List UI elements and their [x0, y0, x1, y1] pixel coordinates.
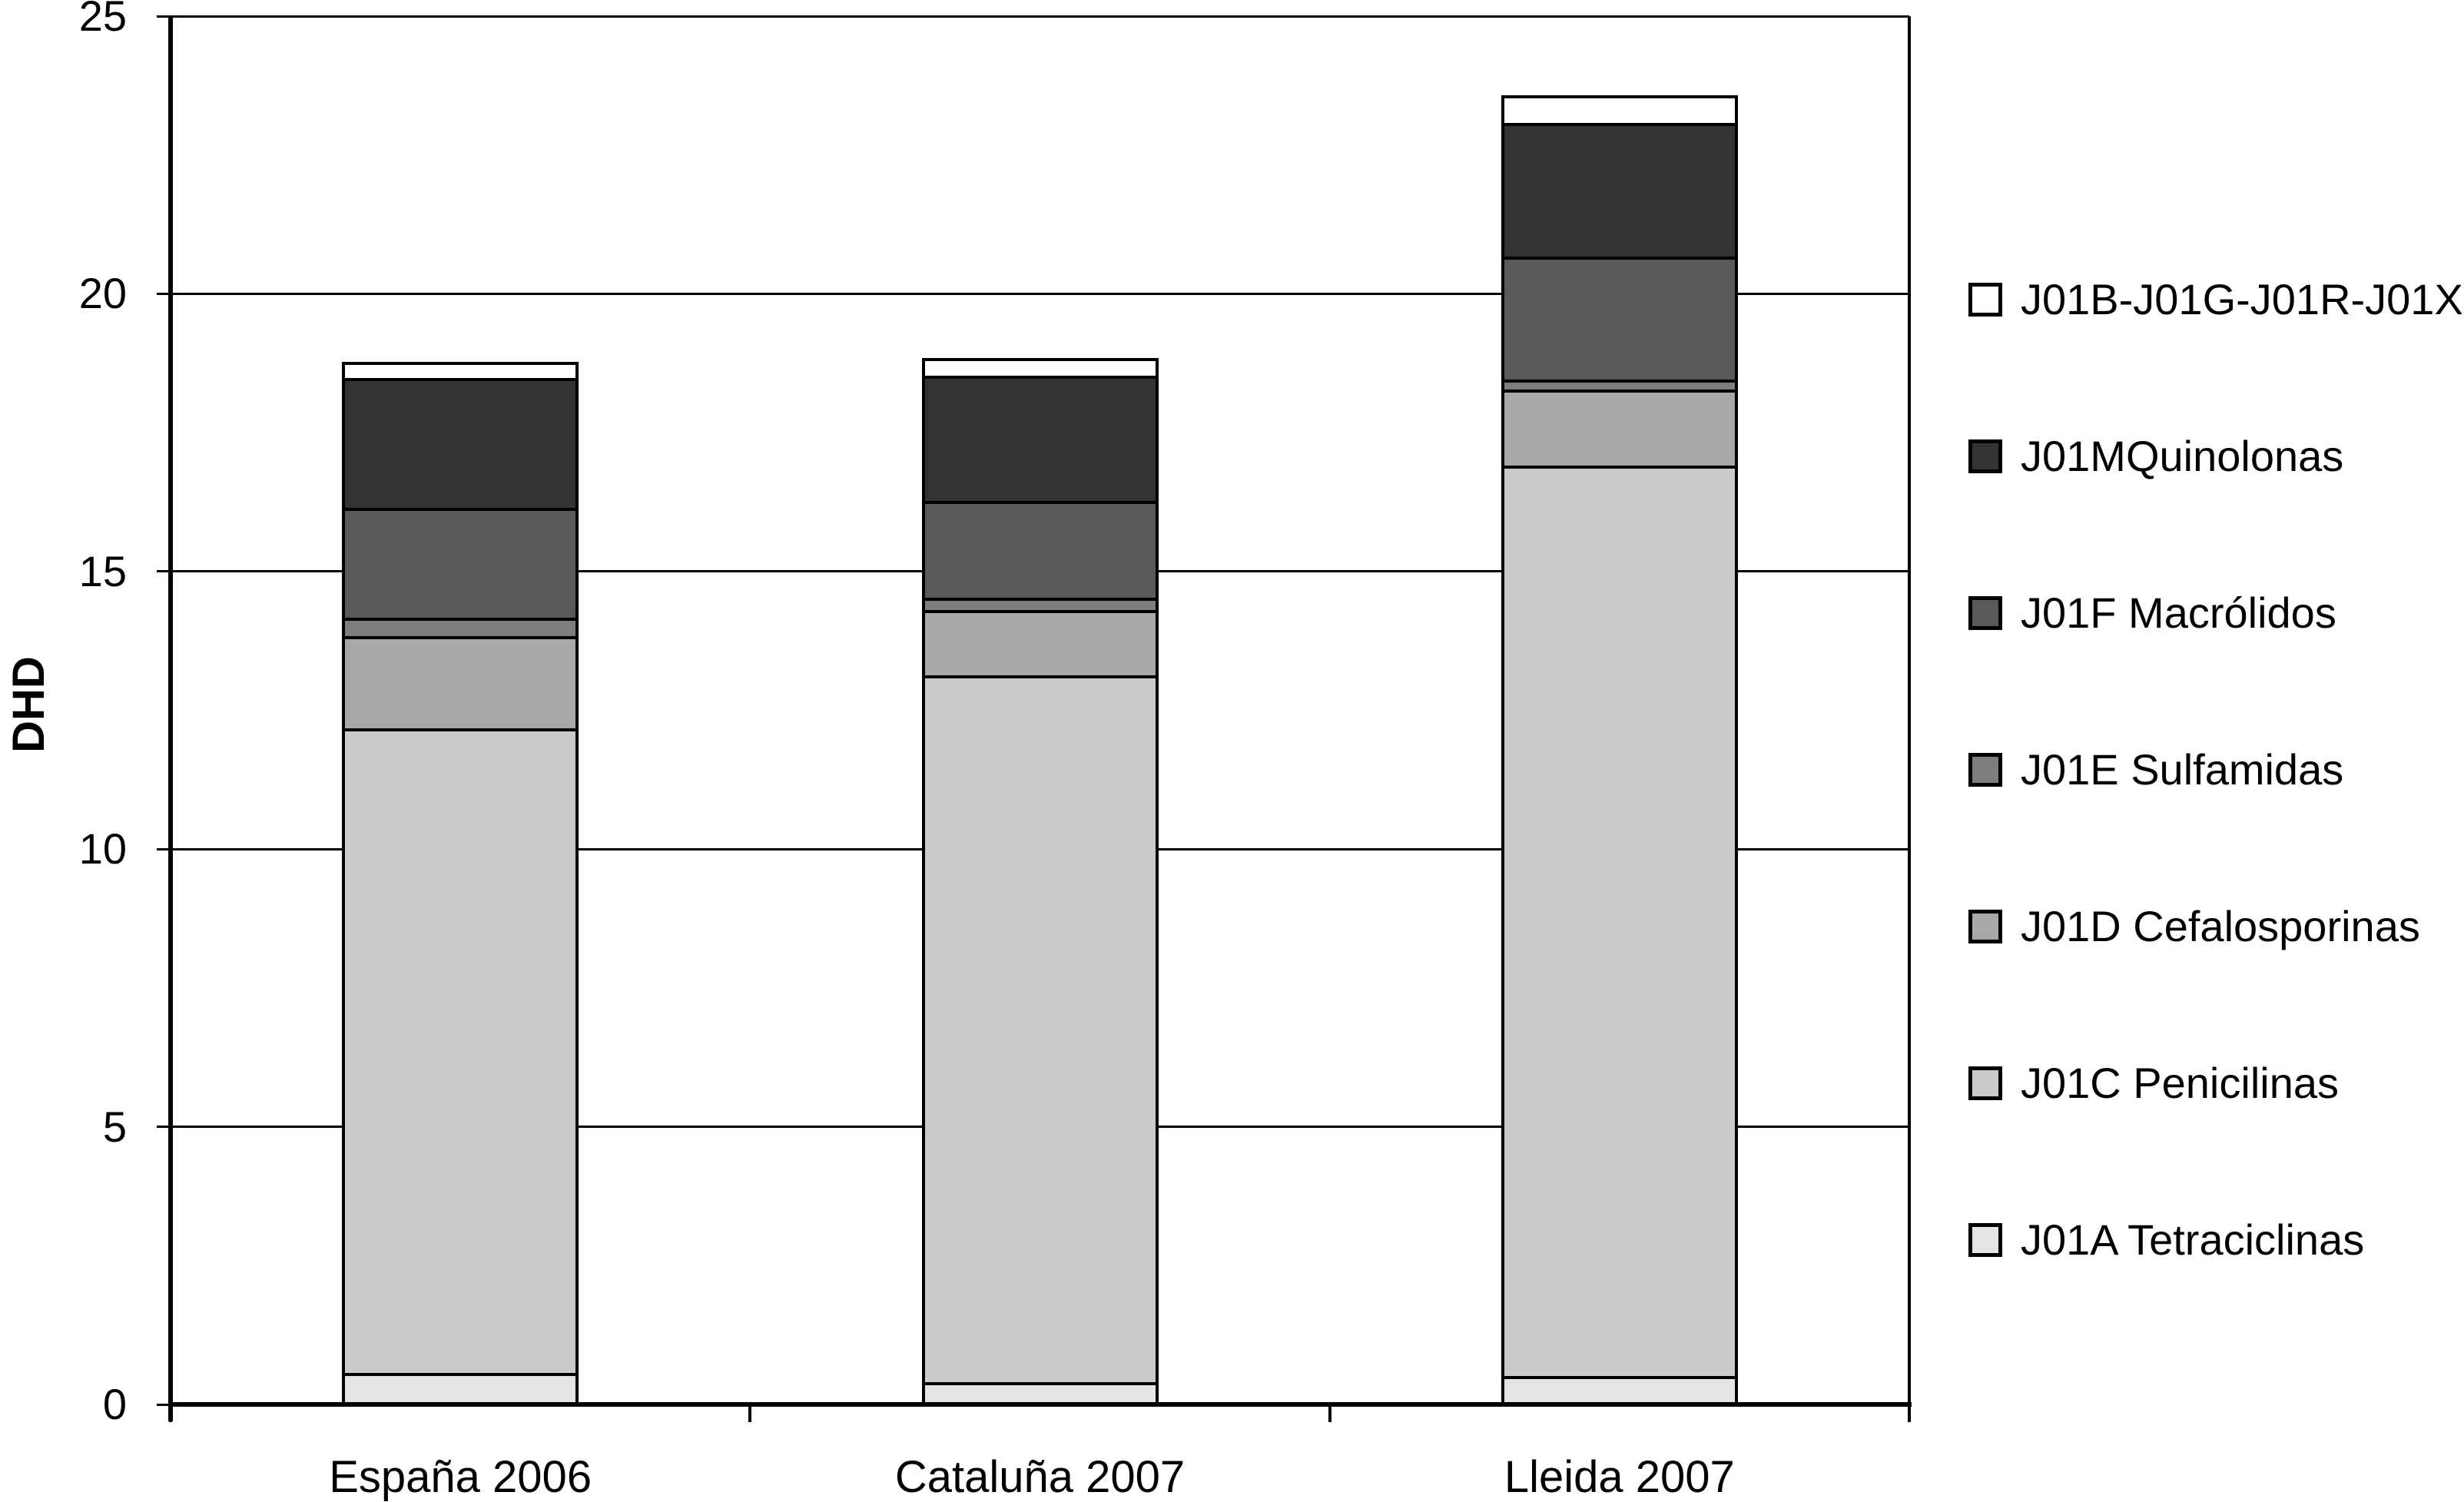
gridline — [171, 15, 1909, 18]
bar-segment — [342, 507, 579, 618]
y-tick-label: 25 — [78, 0, 127, 40]
gridline — [171, 292, 1909, 295]
bar-segment — [1501, 256, 1738, 380]
x-category-label: Lleida 2007 — [1504, 1452, 1735, 1502]
y-tick-label: 20 — [78, 269, 127, 318]
y-tick-label: 15 — [78, 546, 127, 595]
bar-segment — [921, 501, 1159, 598]
bar-segment — [342, 728, 579, 1373]
bar-segment — [1501, 389, 1738, 466]
bar-segment — [1501, 94, 1738, 123]
legend-label: J01A Tetraciclinas — [2021, 1215, 2365, 1264]
legend-key-swatch — [1968, 439, 2002, 473]
bar-segment — [342, 617, 579, 637]
legend-item: J01B-J01G-J01R-J01X — [1968, 278, 2463, 321]
bar-segment — [921, 610, 1159, 675]
legend-label: J01C Penicilinas — [2021, 1059, 2339, 1107]
y-axis-tick — [157, 15, 171, 18]
bar-segment — [342, 1372, 579, 1404]
x-axis-line — [168, 1402, 1912, 1407]
bar-segment — [342, 378, 579, 508]
legend-item: J01F Macrólidos — [1968, 592, 2460, 635]
legend-item: J01D Cefalosporinas — [1968, 905, 2460, 948]
x-axis-tick — [169, 1407, 172, 1422]
y-tick-label: 10 — [78, 824, 127, 874]
bar-segment — [921, 357, 1159, 376]
legend-label: J01F Macrólidos — [2021, 589, 2336, 637]
legend-key-swatch — [1968, 596, 2002, 630]
x-axis-tick — [748, 1407, 752, 1422]
bar-segment — [921, 376, 1159, 501]
x-axis-tick — [1908, 1407, 1911, 1422]
bar-segment — [921, 1382, 1159, 1404]
legend-key-swatch — [1968, 753, 2002, 787]
legend-item: J01C Penicilinas — [1968, 1062, 2460, 1105]
bar-segment — [921, 675, 1159, 1383]
y-axis-tick — [157, 1403, 171, 1406]
bar-segment — [342, 362, 579, 379]
legend-label: J01B-J01G-J01R-J01X — [2021, 275, 2463, 323]
legend-label: J01D Cefalosporinas — [2021, 902, 2420, 950]
x-category-label: Cataluña 2007 — [894, 1452, 1186, 1502]
legend-item: J01MQuinolonas — [1968, 435, 2460, 478]
legend-key-swatch — [1968, 1066, 2002, 1100]
legend-key-swatch — [1968, 1223, 2002, 1257]
legend-label: J01MQuinolonas — [2021, 432, 2344, 480]
bar-segment — [1501, 1376, 1738, 1404]
y-axis-tick — [157, 570, 171, 573]
y-axis-tick — [157, 1126, 171, 1129]
bar-segment — [1501, 465, 1738, 1377]
x-category-label: España 2006 — [329, 1452, 592, 1502]
legend-item: J01E Sulfamidas — [1968, 748, 2460, 791]
legend-label: J01E Sulfamidas — [2021, 745, 2344, 794]
bar-segment — [921, 598, 1159, 611]
legend-key-swatch — [1968, 283, 2002, 317]
y-axis-tick — [157, 292, 171, 295]
y-axis-title: DHD — [4, 656, 54, 753]
x-axis-tick — [1328, 1407, 1331, 1422]
bar-segment — [1501, 380, 1738, 390]
plot-right-border — [1908, 16, 1911, 1421]
y-axis-line — [168, 16, 173, 1421]
bar-segment — [1501, 122, 1738, 257]
legend-item: J01A Tetraciclinas — [1968, 1219, 2460, 1262]
y-tick-label: 0 — [102, 1380, 127, 1428]
y-tick-label: 5 — [102, 1102, 127, 1151]
bar-segment — [342, 636, 579, 729]
y-axis-tick — [157, 847, 171, 850]
legend-key-swatch — [1968, 910, 2002, 943]
